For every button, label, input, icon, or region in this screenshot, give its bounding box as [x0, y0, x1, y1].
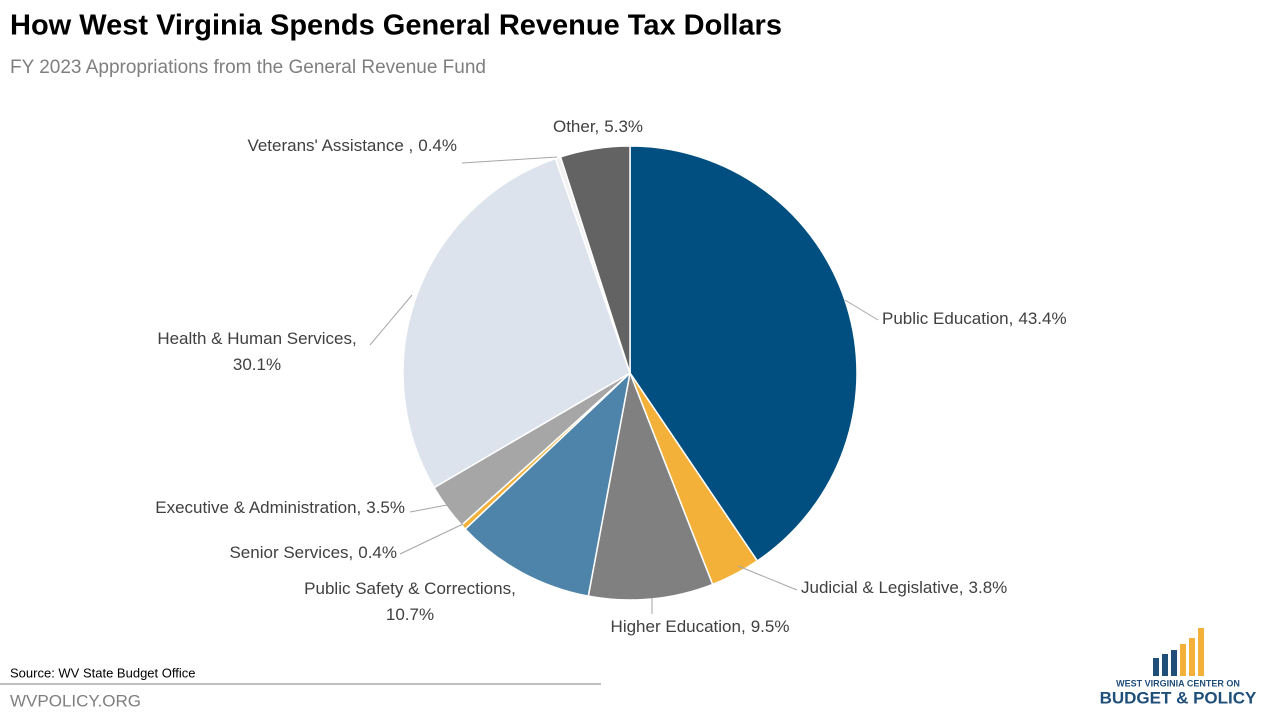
data-label: Judicial & Legislative, 3.8%	[801, 578, 1007, 597]
data-label: Senior Services, 0.4%	[229, 543, 397, 562]
label-value: 0.4%	[358, 543, 397, 562]
data-label: Other, 5.3%	[553, 117, 643, 136]
label-category: Public Education,	[882, 309, 1013, 328]
slice	[464, 370, 632, 598]
slice	[629, 145, 858, 562]
label-value: 9.5%	[751, 617, 790, 636]
label-category: Judicial & Legislative,	[801, 578, 964, 597]
data-label: Executive & Administration, 3.5%	[155, 498, 405, 517]
label-category: Public Safety & Corrections,	[304, 579, 516, 598]
data-label: Health & Human Services, 30.1%	[157, 329, 356, 374]
label-value: 0.4%	[418, 136, 457, 155]
label-category: Senior Services,	[229, 543, 353, 562]
chart-title: How West Virginia Spends General Revenue…	[10, 10, 782, 42]
data-label: Public Safety & Corrections, 10.7%	[304, 579, 516, 624]
data-label: Higher Education, 9.5%	[611, 617, 790, 636]
data-label: Veterans' Assistance , 0.4%	[247, 136, 457, 155]
pie: Public Education, 43.4% Judicial & Legisla…	[155, 117, 1066, 636]
logo-bars	[1153, 628, 1204, 676]
label-category: Higher Education,	[611, 617, 746, 636]
label-category: Other,	[553, 117, 599, 136]
slice	[559, 145, 631, 374]
label-value: 10.7%	[386, 605, 434, 624]
leader-line	[369, 294, 413, 346]
leader-line	[461, 156, 558, 164]
leader-line	[409, 504, 448, 513]
label-category: Health & Human Services,	[157, 329, 356, 348]
logo-bottom: BUDGET & POLICY	[1100, 688, 1257, 707]
label-category: Veterans' Assistance ,	[247, 136, 413, 155]
label-value: 3.5%	[366, 498, 405, 517]
slice	[587, 370, 714, 601]
data-label: Public Education, 43.4%	[882, 309, 1067, 328]
label-value: 30.1%	[233, 355, 281, 374]
slice	[402, 157, 631, 489]
leader-line	[399, 523, 464, 555]
label-value: 43.4%	[1018, 309, 1066, 328]
label-value: 5.3%	[604, 117, 643, 136]
chart-subtitle: FY 2023 Appropriations from the General …	[10, 57, 486, 78]
source: Source: WV State Budget Office	[10, 665, 195, 680]
label-category: Executive & Administration,	[155, 498, 361, 517]
leader-line	[844, 299, 879, 321]
logo-top: WEST VIRGINIA CENTER ON	[1116, 678, 1240, 688]
leader-line	[737, 565, 798, 591]
site: WVPOLICY.ORG	[10, 691, 141, 710]
label-value: 3.8%	[969, 578, 1008, 597]
